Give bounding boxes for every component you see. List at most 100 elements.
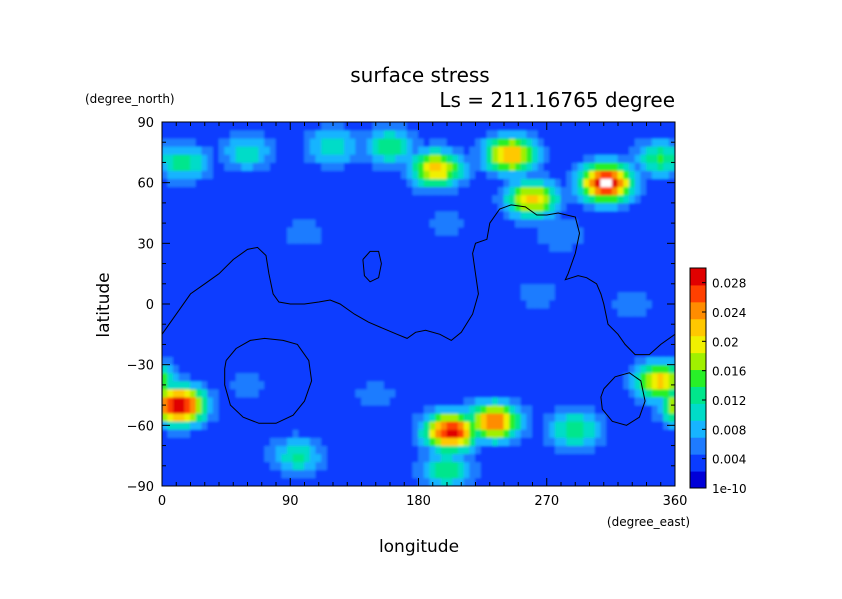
heatmap-cell	[389, 372, 397, 382]
heatmap-cell	[378, 428, 385, 438]
heatmap-cell	[475, 323, 482, 333]
heatmap-cell	[218, 299, 226, 309]
heatmap-cell	[258, 242, 265, 252]
heatmap-cell	[629, 145, 636, 155]
heatmap-cell	[258, 275, 265, 285]
heatmap-cell	[423, 218, 431, 228]
heatmap-cell	[429, 267, 436, 277]
heatmap-cell	[583, 234, 590, 244]
heatmap-cell	[372, 186, 379, 196]
heatmap-cell	[315, 315, 322, 325]
heatmap-cell	[332, 162, 340, 171]
heatmap-cell	[572, 129, 579, 139]
heatmap-cell	[554, 380, 562, 390]
heatmap-cell	[589, 145, 596, 155]
heatmap-cell	[167, 348, 174, 357]
heatmap-cell	[463, 170, 471, 180]
heatmap-cell	[412, 299, 419, 309]
heatmap-cell	[332, 364, 340, 374]
heatmap-cell	[258, 307, 265, 317]
heatmap-cell	[640, 162, 647, 171]
heatmap-cell	[475, 129, 482, 139]
heatmap-cell	[515, 283, 522, 293]
heatmap-cell	[560, 242, 568, 252]
heatmap-cell	[349, 420, 357, 430]
heatmap-cell	[304, 129, 311, 139]
heatmap-cell	[332, 356, 340, 366]
heatmap-cell	[583, 202, 590, 212]
heatmap-cell	[287, 331, 294, 341]
heatmap-cell	[401, 461, 408, 471]
heatmap-cell	[503, 364, 511, 374]
heatmap-cell	[480, 122, 488, 131]
heatmap-cell	[326, 364, 334, 374]
heatmap-cell	[309, 283, 317, 293]
heatmap-cell	[258, 218, 265, 228]
heatmap-cell	[600, 469, 607, 479]
heatmap-cell	[657, 461, 664, 471]
heatmap-cell	[326, 437, 334, 446]
heatmap-cell	[589, 331, 596, 341]
heatmap-cell	[315, 170, 322, 180]
heatmap-cell	[537, 412, 545, 422]
heatmap-cell	[355, 307, 362, 317]
heatmap-cell	[173, 404, 180, 414]
heatmap-cell	[326, 251, 334, 260]
heatmap-cell	[572, 388, 579, 398]
heatmap-cell	[247, 226, 254, 236]
heatmap-cell	[480, 364, 488, 374]
heatmap-cell	[235, 428, 243, 438]
heatmap-cell	[212, 194, 220, 204]
heatmap-cell	[275, 299, 283, 309]
heatmap-cell	[184, 437, 191, 446]
heatmap-cell	[600, 242, 607, 252]
heatmap-cell	[458, 396, 465, 406]
heatmap-cell	[224, 428, 231, 438]
heatmap-cell	[486, 340, 493, 349]
heatmap-cell	[184, 469, 191, 479]
heatmap-cell	[583, 267, 590, 277]
heatmap-cell	[509, 477, 516, 486]
heatmap-cell	[207, 388, 214, 398]
heatmap-cell	[321, 291, 328, 301]
heatmap-cell	[349, 129, 357, 139]
heatmap-cell	[201, 226, 208, 236]
heatmap-cell	[372, 445, 379, 455]
heatmap-cell	[594, 331, 602, 341]
heatmap-cell	[423, 428, 431, 438]
heatmap-cell	[173, 137, 180, 147]
heatmap-cell	[623, 372, 630, 382]
heatmap-cell	[395, 170, 402, 180]
heatmap-cell	[355, 404, 362, 414]
heatmap-cell	[663, 145, 670, 155]
heatmap-cell	[577, 137, 585, 147]
heatmap-cell	[572, 194, 579, 204]
heatmap-cell	[326, 307, 334, 317]
heatmap-cell	[378, 129, 385, 139]
heatmap-cell	[549, 469, 556, 479]
heatmap-cell	[503, 348, 511, 357]
heatmap-cell	[668, 315, 675, 325]
heatmap-cell	[520, 299, 528, 309]
heatmap-cell	[572, 242, 579, 252]
heatmap-cell	[269, 437, 277, 446]
heatmap-cell	[332, 331, 340, 341]
heatmap-cell	[332, 477, 340, 486]
heatmap-cell	[452, 380, 459, 390]
heatmap-cell	[646, 404, 653, 414]
heatmap-cell	[446, 323, 454, 333]
heatmap-cell	[241, 420, 248, 430]
heatmap-cell	[173, 210, 180, 220]
heatmap-cell	[344, 372, 351, 382]
heatmap-cell	[589, 307, 596, 317]
heatmap-cell	[629, 356, 636, 366]
heatmap-cell	[577, 283, 585, 293]
heatmap-cell	[458, 218, 465, 228]
heatmap-cell	[349, 396, 357, 406]
heatmap-cell	[326, 340, 334, 349]
heatmap-cell	[304, 404, 311, 414]
heatmap-cell	[452, 356, 459, 366]
heatmap-cell	[258, 259, 265, 268]
heatmap-cell	[304, 210, 311, 220]
heatmap-cell	[549, 218, 556, 228]
